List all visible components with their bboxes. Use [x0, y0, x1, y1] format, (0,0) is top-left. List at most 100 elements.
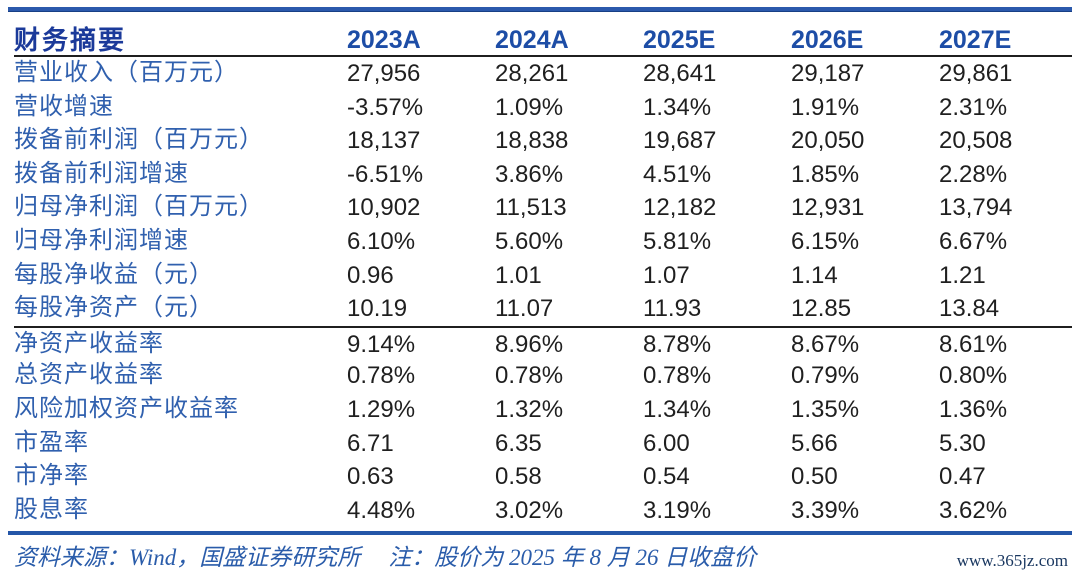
table-header-row: 财务摘要 2023A 2024A 2025E 2026E 2027E [14, 24, 1072, 57]
cell-value: 8.61% [939, 330, 1008, 358]
row-label: 归母净利润（百万元） [14, 194, 264, 221]
cell-value: 19,687 [643, 127, 717, 155]
cell-value: -6.51% [347, 160, 424, 188]
cell-value: 28,261 [495, 60, 569, 87]
cell-value: 4.51% [643, 160, 712, 188]
cell-value: 3.19% [643, 496, 712, 524]
table-row-revenue: 营业收入（百万元） 27,956 28,261 28,641 29,187 29… [14, 57, 1072, 91]
price-note: 注：股价为 2025 年 8 月 26 日收盘价 [388, 545, 757, 570]
cell-value: -3.57% [347, 93, 424, 121]
cell-value: 29,861 [939, 60, 1013, 87]
cell-value: 0.78% [643, 362, 712, 390]
cell-value: 8.78% [643, 330, 712, 358]
cell-value: 5.66 [791, 429, 838, 457]
cell-value: 11,513 [495, 194, 567, 222]
cell-value: 11.07 [495, 295, 554, 323]
cell-value: 20,050 [791, 127, 865, 155]
cell-value: 0.54 [643, 463, 690, 491]
row-label: 总资产收益率 [14, 362, 164, 389]
cell-value: 0.47 [939, 463, 986, 491]
cell-value: 8.96% [495, 330, 564, 358]
column-header-2025e: 2025E [643, 26, 716, 54]
row-label: 每股净收益（元） [14, 261, 214, 288]
bottom-rule-divider [8, 531, 1072, 535]
cell-value: 12,931 [791, 194, 865, 222]
row-label: 拨备前利润增速 [14, 160, 189, 187]
table-row-roa: 总资产收益率 0.78% 0.78% 0.78% 0.79% 0.80% [14, 359, 1072, 393]
cell-value: 3.02% [495, 496, 564, 524]
cell-value: 12,182 [643, 194, 717, 222]
cell-value: 0.78% [347, 362, 416, 390]
cell-value: 13,794 [939, 194, 1013, 222]
cell-value: 12.85 [791, 295, 852, 323]
cell-value: 10.19 [347, 295, 408, 323]
row-label: 归母净利润增速 [14, 227, 189, 254]
table-row-dividend-yield: 股息率 4.48% 3.02% 3.19% 3.39% 3.62% [14, 494, 1072, 528]
row-label: 风险加权资产收益率 [14, 395, 239, 422]
cell-value: 1.01 [495, 261, 542, 289]
source-footnote: 资料来源：Wind，国盛证券研究所 注：股价为 2025 年 8 月 26 日收盘… [14, 542, 756, 574]
cell-value: 6.67% [939, 227, 1008, 255]
cell-value: 6.00 [643, 429, 690, 457]
cell-value: 3.86% [495, 160, 564, 188]
cell-value: 3.39% [791, 496, 860, 524]
cell-value: 1.34% [643, 395, 712, 423]
table-row-pe: 市盈率 6.71 6.35 6.00 5.66 5.30 [14, 427, 1072, 461]
cell-value: 1.36% [939, 395, 1008, 423]
cell-value: 5.81% [643, 227, 712, 255]
cell-value: 1.85% [791, 160, 860, 188]
cell-value: 3.62% [939, 496, 1008, 524]
row-label: 市盈率 [14, 429, 89, 456]
row-label: 营业收入（百万元） [14, 60, 239, 86]
table-row-pb: 市净率 0.63 0.58 0.54 0.50 0.47 [14, 460, 1072, 494]
row-label: 每股净资产（元） [14, 295, 214, 322]
row-label: 股息率 [14, 496, 89, 523]
cell-value: 1.29% [347, 395, 416, 423]
cell-value: 1.32% [495, 395, 564, 423]
cell-value: 6.71 [347, 429, 394, 457]
column-header-2027e: 2027E [939, 26, 1012, 54]
cell-value: 0.80% [939, 362, 1008, 390]
cell-value: 1.14 [791, 261, 838, 289]
cell-value: 1.35% [791, 395, 860, 423]
column-header-2023a: 2023A [347, 26, 421, 54]
cell-value: 6.15% [791, 227, 860, 255]
table-row-eps: 每股净收益（元） 0.96 1.01 1.07 1.14 1.21 [14, 259, 1072, 293]
site-watermark-link[interactable]: www.365jz.com [956, 551, 1068, 570]
row-label: 营收增速 [14, 93, 114, 120]
cell-value: 0.79% [791, 362, 860, 390]
row-label: 市净率 [14, 463, 89, 490]
table-row-net-profit-growth: 归母净利润增速 6.10% 5.60% 5.81% 6.15% 6.67% [14, 225, 1072, 259]
cell-value: 28,641 [643, 60, 717, 87]
cell-value: 4.48% [347, 496, 416, 524]
cell-value: 29,187 [791, 60, 865, 87]
source-note: 资料来源：Wind，国盛证券研究所 [14, 545, 361, 570]
row-label: 净资产收益率 [14, 330, 164, 357]
top-rule-divider [8, 7, 1072, 12]
cell-value: 2.28% [939, 160, 1008, 188]
cell-value: 2.31% [939, 93, 1008, 121]
table-row-ppop-growth: 拨备前利润增速 -6.51% 3.86% 4.51% 1.85% 2.28% [14, 158, 1072, 192]
cell-value: 0.63 [347, 463, 394, 491]
cell-value: 10,902 [347, 194, 421, 222]
table-title: 财务摘要 [14, 26, 127, 55]
cell-value: 11.93 [643, 295, 702, 323]
cell-value: 1.21 [939, 261, 986, 289]
cell-value: 1.09% [495, 93, 564, 121]
row-label: 拨备前利润（百万元） [14, 127, 264, 154]
cell-value: 27,956 [347, 60, 421, 87]
table-row-ppop: 拨备前利润（百万元） 18,137 18,838 19,687 20,050 2… [14, 124, 1072, 158]
cell-value: 6.10% [347, 227, 416, 255]
column-header-2026e: 2026E [791, 26, 864, 54]
table-row-net-profit: 归母净利润（百万元） 10,902 11,513 12,182 12,931 1… [14, 191, 1072, 225]
table-row-roe: 净资产收益率 9.14% 8.96% 8.78% 8.67% 8.61% [14, 325, 1072, 360]
table-row-revenue-growth: 营收增速 -3.57% 1.09% 1.34% 1.91% 2.31% [14, 91, 1072, 125]
cell-value: 5.30 [939, 429, 986, 457]
cell-value: 0.78% [495, 362, 564, 390]
cell-value: 1.34% [643, 93, 712, 121]
table-row-rorwa: 风险加权资产收益率 1.29% 1.32% 1.34% 1.35% 1.36% [14, 393, 1072, 427]
cell-value: 20,508 [939, 127, 1013, 155]
cell-value: 0.96 [347, 261, 394, 289]
cell-value: 9.14% [347, 330, 416, 358]
